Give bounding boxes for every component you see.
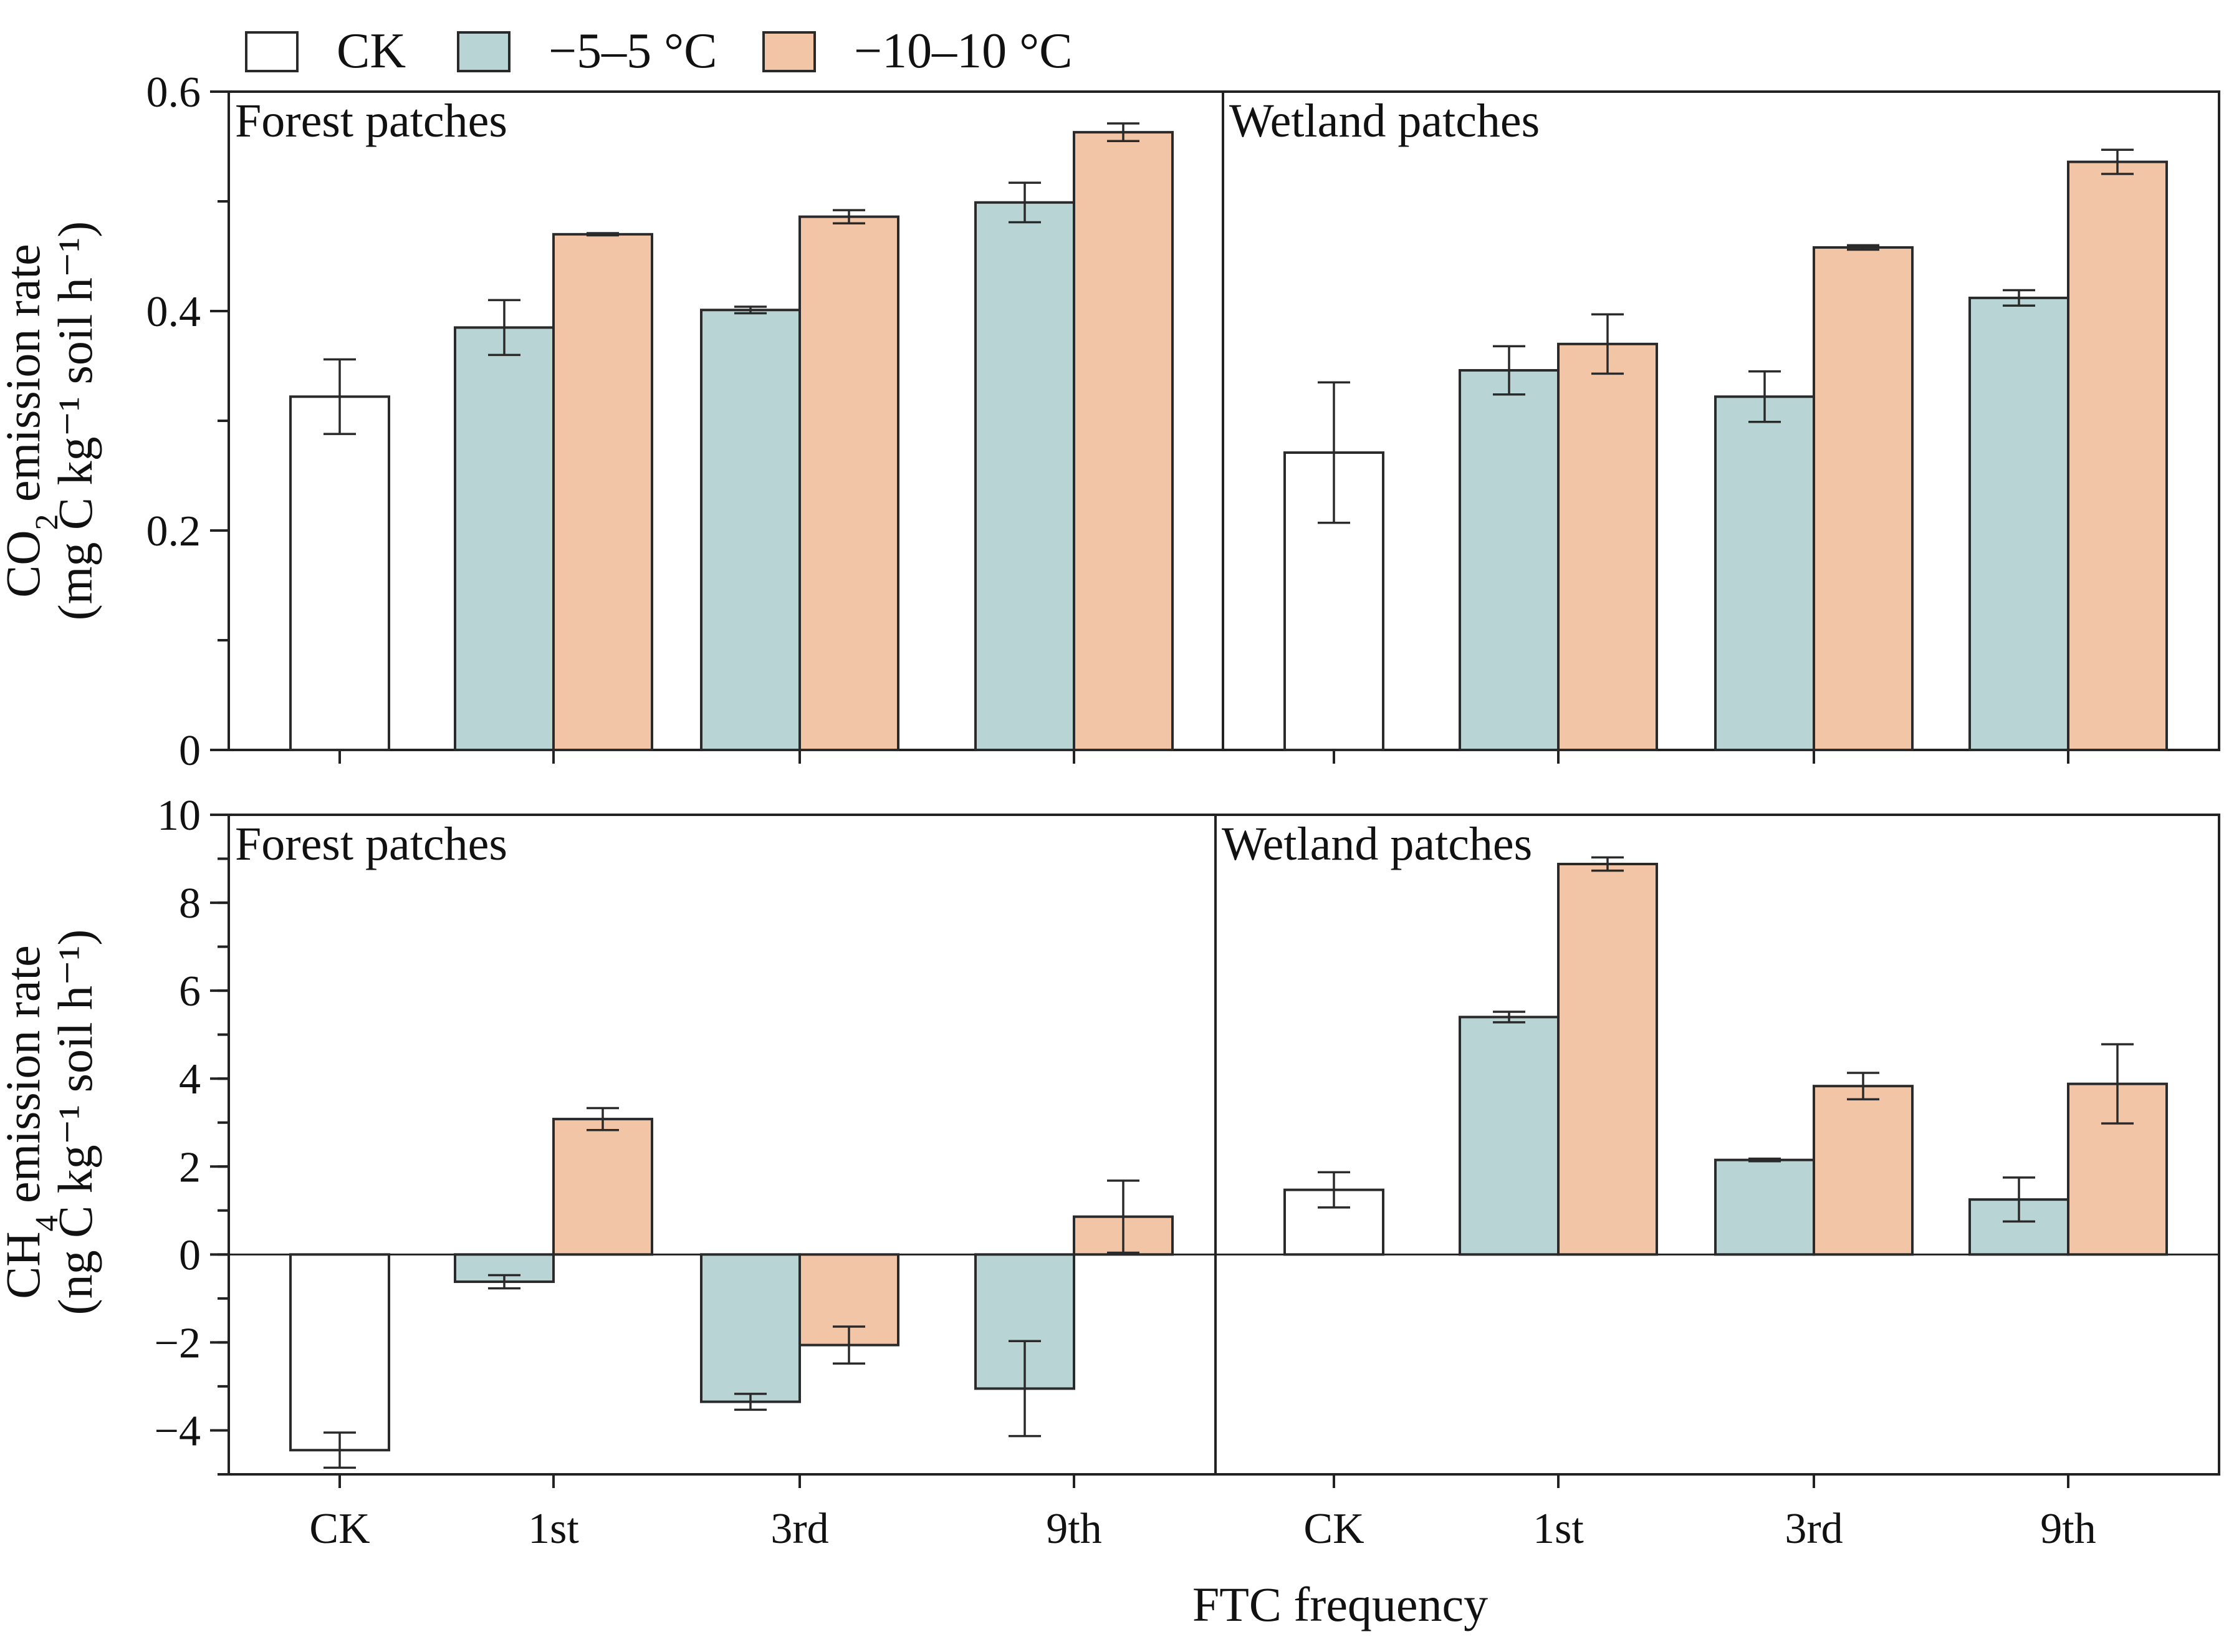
legend: CK −5–5 °C −10–10 °C	[245, 24, 1072, 79]
co2-bar-1-3rd-m10	[1813, 246, 1914, 752]
ch4-bar-1-1st-m5	[1459, 1016, 1560, 1256]
co2-bar-0-1st-m10	[552, 233, 653, 751]
x-tick-label: CK	[1303, 1505, 1364, 1553]
co2-chart: 0 0.2 0.4 0.6 CO2 emission rate(mg C kg⁻¹ so…	[0, 69, 2220, 775]
ch4-plot-frame	[228, 814, 2220, 1476]
co2-bar-1-1st-m10	[1557, 342, 1658, 751]
legend-label-m5: −5–5 °C	[549, 24, 717, 79]
ch4-y-axis-units: (ng C kg⁻¹ soil h⁻¹)	[48, 929, 102, 1315]
legend-label-m10: −10–10 °C	[854, 24, 1072, 79]
x-tick-label: 9th	[2040, 1505, 2096, 1553]
ch4-y-tick-label: 6	[179, 968, 201, 1016]
ch4-bar-0-CK-CK	[289, 1253, 390, 1452]
ch4-y-axis-title: CH4 emission rate	[0, 945, 65, 1299]
co2-y-title-suffix: emission rate	[0, 244, 50, 514]
ch4-y-tick-label: 4	[179, 1055, 201, 1103]
co2-panel-label-0: Forest patches	[235, 95, 507, 147]
co2-y-title-prefix: CO	[0, 530, 50, 597]
co2-y-title-subscript: 2	[29, 514, 65, 530]
ch4-y-tick-label: 10	[157, 792, 201, 840]
ch4-y-title-suffix: emission rate	[0, 945, 50, 1215]
legend-swatch-m10	[762, 31, 816, 72]
co2-panel-label-1: Wetland patches	[1229, 95, 1540, 147]
ch4-y-tick-label: 8	[179, 880, 201, 928]
ch4-panel-label-1: Wetland patches	[1222, 818, 1532, 870]
co2-y-tick-label: 0	[179, 727, 201, 775]
ch4-y-tick-label: −4	[155, 1407, 201, 1455]
x-tick-label: 3rd	[770, 1505, 828, 1553]
co2-bar-0-9th-m10	[1073, 131, 1174, 751]
ch4-y-title-prefix: CH	[0, 1231, 50, 1299]
co2-y-axis-title: CO2 emission rate	[0, 244, 65, 598]
legend-swatch-CK	[245, 31, 299, 72]
ch4-bar-1-CK-CK	[1283, 1188, 1384, 1256]
x-axis-title: FTC frequency	[1192, 1577, 1488, 1631]
co2-bar-1-1st-m5	[1459, 369, 1560, 751]
co2-bar-0-CK-CK	[289, 395, 390, 751]
co2-y-axis-units: (mg C kg⁻¹ soil h⁻¹)	[48, 221, 102, 620]
x-tick-label: 1st	[1533, 1505, 1584, 1553]
co2-bar-0-3rd-m5	[700, 309, 801, 751]
ch4-bar-0-3rd-m5	[700, 1253, 801, 1403]
ch4-panel-label-0: Forest patches	[235, 818, 507, 870]
co2-bar-0-1st-m5	[454, 326, 555, 751]
co2-y-tick-label: 0.6	[146, 69, 201, 117]
legend-swatch-m5	[457, 31, 511, 72]
co2-y-tick-label: 0.2	[146, 507, 201, 555]
co2-bar-1-9th-m5	[1968, 296, 2069, 751]
ch4-y-title-subscript: 4	[29, 1215, 65, 1231]
x-tick-label: 1st	[528, 1505, 579, 1553]
co2-bar-0-9th-m5	[974, 201, 1075, 751]
ch4-bar-1-1st-m10	[1557, 862, 1658, 1256]
x-tick-label: 9th	[1046, 1505, 1101, 1553]
co2-bar-1-3rd-m5	[1714, 395, 1815, 751]
x-tick-label: CK	[309, 1505, 370, 1553]
co2-y-tick-label: 0.4	[146, 288, 201, 336]
ch4-bar-1-3rd-m5	[1714, 1158, 1815, 1256]
x-tick-label: 3rd	[1785, 1505, 1843, 1553]
ch4-y-tick-label: 2	[179, 1143, 201, 1191]
legend-label-CK: CK	[337, 24, 406, 79]
ch4-y-tick-label: −2	[155, 1319, 201, 1367]
ch4-bar-1-3rd-m10	[1813, 1085, 1914, 1256]
ch4-y-tick-label: 0	[179, 1231, 201, 1279]
co2-bar-1-9th-m10	[2067, 160, 2168, 751]
co2-bar-0-3rd-m10	[798, 215, 899, 751]
ch4-bar-0-1st-m10	[552, 1118, 653, 1256]
